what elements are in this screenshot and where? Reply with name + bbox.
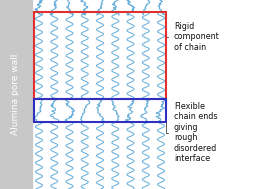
Bar: [34, 99, 166, 122]
Bar: [34, 12, 166, 99]
Text: Alumina pore wall: Alumina pore wall: [12, 54, 20, 135]
Text: Flexible
chain ends
giving
rough
disordered
interface: Flexible chain ends giving rough disorde…: [166, 102, 217, 163]
Bar: [0, 0, 32, 189]
Text: Rigid
component
of chain: Rigid component of chain: [166, 22, 220, 52]
